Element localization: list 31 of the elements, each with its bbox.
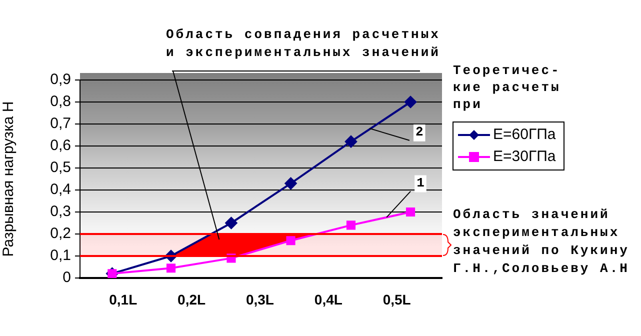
- y-tick-label: 0,4: [50, 181, 71, 198]
- legend-title: Теоретичес- кие расчеты при: [453, 62, 561, 112]
- y-axis-title: Разрывная нагрузка Н: [0, 101, 18, 257]
- annotation: 2: [415, 124, 424, 140]
- y-tick-label: 0,5: [50, 159, 71, 176]
- y-tick-label: 0,9: [50, 71, 71, 88]
- legend-label: E=30ГПа: [493, 148, 556, 166]
- point: [406, 207, 416, 217]
- y-tick-label: 0: [62, 269, 71, 286]
- point: [346, 220, 356, 230]
- text: Область совпадения расчетных и экспериментальных значений: [166, 26, 440, 60]
- x-tick-label: 0,1L: [109, 291, 138, 308]
- point: [286, 236, 296, 246]
- y-tick-label: 0,1: [50, 247, 71, 264]
- legend-label: E=60ГПа: [493, 126, 556, 144]
- point: [284, 177, 297, 190]
- y-tick-label: 0,7: [50, 115, 71, 132]
- point: [225, 217, 238, 229]
- y-tick-label: 0,2: [50, 225, 71, 242]
- y-tick-label: 0,3: [50, 203, 71, 220]
- annotation: 1: [416, 176, 425, 191]
- y-tick-label: 0,8: [50, 93, 71, 110]
- x-tick-label: 0,5L: [382, 291, 412, 308]
- band-label: Область значений экспериментальных значений по Кукину Г.Н.,Соловьеву А.Н: [453, 206, 630, 276]
- point: [166, 264, 176, 273]
- y-tick-label: 0,6: [50, 137, 71, 154]
- point: [344, 136, 357, 148]
- x-tick-label: 0,2L: [178, 291, 206, 308]
- x-tick-label: 0,3L: [246, 291, 274, 308]
- point: [404, 96, 417, 108]
- x-tick-label: 0,4L: [314, 291, 343, 308]
